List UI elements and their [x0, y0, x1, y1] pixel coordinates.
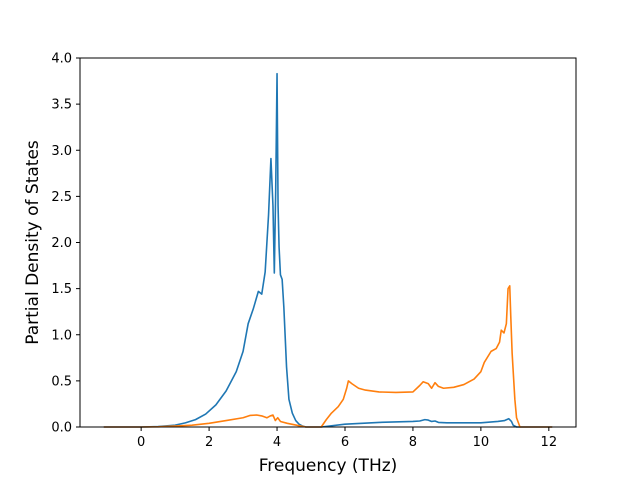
y-tick-label: 0.0 [51, 421, 72, 436]
x-axis: 0 2 4 6 8 10 12 [137, 427, 557, 450]
y-tick-label: 4.0 [51, 52, 72, 67]
x-axis-title: Frequency (THz) [259, 456, 398, 476]
x-tick-label: 10 [473, 435, 490, 450]
y-tick-label: 0.5 [51, 374, 72, 389]
x-tick-label: 12 [541, 435, 558, 450]
y-tick-label: 2.5 [51, 190, 72, 205]
x-tick-label: 4 [273, 435, 281, 450]
y-tick-label: 2.0 [51, 236, 72, 251]
y-axis-title: Partial Density of States [23, 140, 43, 345]
series-layer [103, 72, 553, 428]
x-tick-label: 6 [341, 435, 349, 450]
x-tick-label: 2 [205, 435, 213, 450]
x-tick-label: 0 [137, 435, 145, 450]
plot-frame [79, 57, 577, 428]
y-tick-label: 1.5 [51, 282, 72, 297]
y-tick-label: 1.0 [51, 328, 72, 343]
y-tick-label: 3.5 [51, 98, 72, 113]
series-line-2 [103, 285, 553, 428]
x-tick-label: 8 [409, 435, 417, 450]
series-line-1 [103, 72, 553, 428]
y-tick-label: 3.0 [51, 144, 72, 159]
y-axis: 0.0 0.5 1.0 1.5 2.0 2.5 3.0 3.5 4.0 [51, 52, 80, 436]
